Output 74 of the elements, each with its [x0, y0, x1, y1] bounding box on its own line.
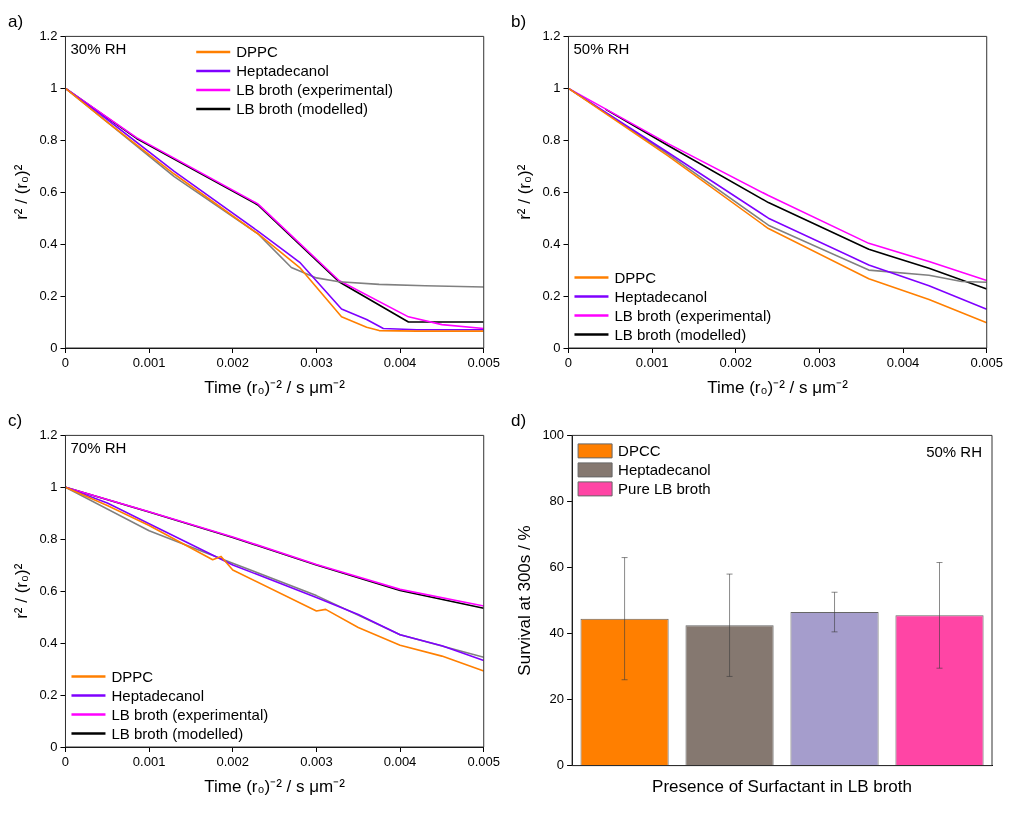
x-tick-label: 0.003 — [300, 754, 333, 770]
legend-label: DPPC — [111, 667, 154, 685]
x-tick-label: 0.002 — [216, 754, 250, 770]
x-axis-title: Time (r₀)⁻² / s μm⁻² — [204, 777, 346, 797]
y-tick-label: 0.4 — [542, 235, 561, 251]
x-tick-label: 0.004 — [383, 754, 417, 770]
y-tick-label: 40 — [549, 625, 565, 641]
y-tick-label: 0.6 — [39, 183, 58, 199]
chart-title: c) — [8, 410, 23, 430]
x-tick-label: 0 — [61, 754, 70, 770]
y-axis-title: r² / (r₀)² — [514, 164, 534, 220]
legend-label: LB broth (modelled) — [614, 325, 747, 343]
y-tick-label: 1 — [50, 79, 58, 95]
x-tick-label: 0.003 — [803, 355, 836, 371]
y-tick-label: 0.6 — [39, 582, 58, 598]
legend-label: Heptadecanol — [111, 686, 205, 704]
chart-title: a) — [8, 11, 24, 31]
y-tick-label: 1.2 — [542, 27, 561, 43]
x-tick-label: 0.003 — [300, 355, 333, 371]
y-tick-label: 0.8 — [39, 530, 58, 546]
x-tick-label: 0.001 — [132, 355, 166, 371]
y-tick-label: 0.8 — [39, 131, 58, 147]
x-tick-label: 0.002 — [216, 355, 250, 371]
x-tick-label: 0.005 — [467, 355, 501, 371]
annotation: 30% RH — [70, 40, 127, 58]
y-axis-title: r² / (r₀)² — [11, 164, 31, 220]
legend-label: LB broth (modelled) — [236, 100, 368, 118]
x-tick-label: 0 — [61, 355, 70, 371]
annotation: 50% RH — [926, 443, 982, 461]
y-tick-label: 0.2 — [39, 686, 58, 702]
legend-label: LB broth (experimental) — [111, 705, 269, 723]
y-tick-label: 0 — [50, 738, 58, 754]
annotation: 50% RH — [573, 40, 630, 58]
legend-label: DPPC — [614, 268, 657, 286]
y-tick-label: 0 — [50, 339, 58, 355]
chart-title: b) — [511, 11, 527, 31]
y-tick-label: 0.6 — [542, 183, 561, 199]
y-tick-label: 1 — [553, 79, 561, 95]
y-tick-label: 1.2 — [39, 426, 58, 442]
legend-label: LB broth (experimental) — [236, 81, 393, 99]
x-tick-label: 0.005 — [970, 355, 1004, 371]
x-tick-label: 0.005 — [467, 754, 501, 770]
legend-label: Heptadecanol — [614, 287, 708, 305]
y-tick-label: 60 — [549, 559, 565, 575]
y-tick-label: 0.2 — [542, 287, 561, 303]
y-axis-title: Survival at 300s / % — [514, 525, 534, 676]
y-axis-title: r² / (r₀)² — [11, 563, 31, 619]
y-tick-label: 0.4 — [39, 235, 58, 251]
x-axis-title: Time (r₀)⁻² / s μm⁻² — [707, 378, 849, 398]
annotation: 70% RH — [70, 439, 127, 457]
legend-label: Heptadecanol — [236, 62, 329, 80]
y-tick-label: 100 — [542, 426, 565, 442]
legend-label: LB broth (modelled) — [111, 724, 244, 742]
y-tick-label: 0.2 — [39, 287, 58, 303]
y-tick-label: 0 — [553, 339, 561, 355]
y-tick-label: 20 — [549, 691, 565, 707]
y-tick-label: 0.8 — [542, 131, 561, 147]
x-tick-label: 0.004 — [383, 355, 417, 371]
legend-label: DPPC — [236, 43, 279, 61]
x-tick-label: 0.001 — [132, 754, 166, 770]
x-tick-label: 0.001 — [635, 355, 669, 371]
legend-label: Heptadecanol — [618, 461, 711, 479]
y-tick-label: 0.4 — [39, 634, 58, 650]
x-tick-label: 0.002 — [719, 355, 753, 371]
x-axis-title: Presence of Surfactant in LB broth — [652, 777, 912, 797]
y-tick-label: 1.2 — [39, 27, 58, 43]
x-tick-label: 0.004 — [886, 355, 920, 371]
y-tick-label: 1 — [50, 478, 58, 494]
x-axis-title: Time (r₀)⁻² / s μm⁻² — [204, 378, 346, 398]
legend-label: LB broth (experimental) — [614, 306, 772, 324]
legend-label: DPCC — [618, 442, 661, 460]
y-tick-label: 80 — [549, 493, 565, 509]
chart-title: d) — [511, 410, 527, 430]
legend-label: Pure LB broth — [618, 480, 711, 498]
